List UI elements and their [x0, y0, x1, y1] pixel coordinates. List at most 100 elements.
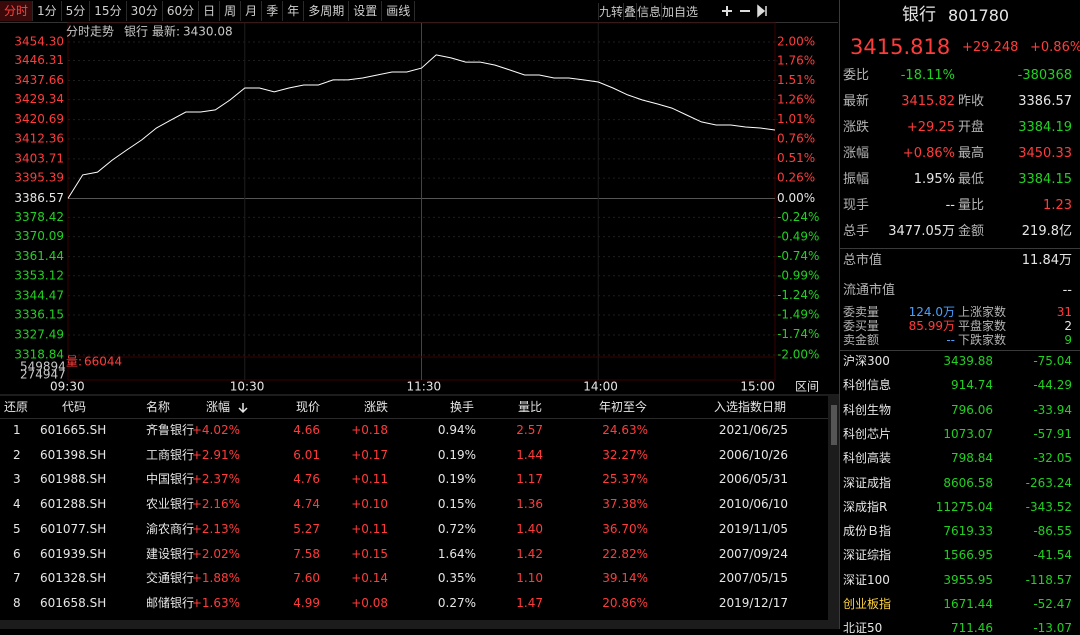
column-header[interactable]: 量比: [518, 400, 543, 414]
column-header[interactable]: 年初至今: [599, 400, 648, 414]
column-header[interactable]: 换手: [450, 400, 475, 414]
index-change: -343.52: [1025, 499, 1072, 514]
index-name[interactable]: 科创信息: [843, 378, 892, 393]
tool-button[interactable]: 叠: [623, 2, 637, 20]
column-header[interactable]: 现价: [296, 400, 321, 414]
period-button[interactable]: 设置: [349, 1, 383, 21]
y-tick-label: 3386.57: [14, 191, 64, 205]
table-cell: 3: [13, 472, 21, 487]
table-cell: +2.91%: [191, 447, 240, 462]
tool-button[interactable]: 加自选: [661, 2, 699, 20]
table-cell: 齐鲁银行: [146, 423, 195, 437]
period-button[interactable]: 周: [220, 1, 242, 21]
index-name[interactable]: 北证50: [843, 621, 883, 635]
table-cell: +0.11: [351, 521, 388, 536]
period-button[interactable]: 分时: [0, 1, 34, 21]
period-button[interactable]: 1分: [33, 1, 62, 21]
quote-label: 振幅: [843, 172, 870, 187]
index-name[interactable]: 成份Ｂ指: [843, 524, 892, 539]
table-cell: +0.11: [351, 472, 388, 487]
table-cell: 交通银行: [146, 571, 195, 586]
quote-label: 流通市值: [843, 283, 896, 298]
y2-tick-label: 0.26%: [777, 171, 815, 185]
quote-value: +0.86%: [902, 146, 955, 161]
table-cell: 4.66: [293, 423, 320, 437]
table-cell: 2019/12/17: [718, 595, 788, 610]
index-name[interactable]: 沪深300: [843, 354, 890, 368]
tool-button[interactable]: 九转: [598, 2, 624, 20]
index-name[interactable]: 深成指R: [843, 499, 888, 514]
add-icon[interactable]: [722, 6, 732, 16]
table-cell: +4.02%: [191, 423, 240, 437]
column-header[interactable]: 入选指数日期: [714, 400, 787, 414]
period-button[interactable]: 日: [199, 1, 221, 21]
table-cell: 0.19%: [437, 472, 476, 487]
stock-change: +29.248: [962, 40, 1019, 55]
order-label: 卖金额: [843, 333, 880, 347]
y-tick-label: 3403.71: [14, 151, 64, 165]
y-tick-label: 3378.42: [14, 210, 64, 224]
index-name[interactable]: 深证成指: [843, 475, 892, 490]
index-name[interactable]: 深证综指: [843, 548, 892, 563]
period-button[interactable]: 15分: [90, 1, 127, 21]
period-button[interactable]: 季: [262, 1, 284, 21]
quote-value: 3415.82: [901, 94, 955, 109]
volume-value: 66044: [84, 355, 122, 369]
column-header[interactable]: 名称: [146, 400, 171, 414]
y2-tick-label: -0.99%: [777, 268, 819, 282]
index-change: -57.91: [1033, 426, 1072, 441]
period-button[interactable]: 多周期: [304, 1, 350, 21]
table-cell: 39.14%: [602, 571, 648, 586]
end-icon[interactable]: [757, 4, 767, 18]
column-header[interactable]: 涨幅: [206, 400, 231, 414]
period-button[interactable]: 年: [283, 1, 305, 21]
quote-label: 量比: [958, 198, 985, 213]
table-cell: 农业银行: [146, 497, 195, 512]
y-tick-label: 3446.31: [14, 53, 64, 67]
quote-label: 总市值: [843, 253, 883, 268]
quote-label: 最低: [958, 172, 985, 187]
index-name[interactable]: 创业板指: [843, 597, 892, 611]
index-name[interactable]: 科创高装: [843, 451, 892, 466]
table-cell: 7.60: [293, 571, 320, 586]
table-cell: 2019/11/05: [718, 521, 788, 536]
table-cell: 601328.SH: [40, 571, 107, 586]
period-button[interactable]: 5分: [62, 1, 91, 21]
period-button[interactable]: 60分: [163, 1, 200, 21]
table-cell: 7.58: [293, 546, 320, 561]
column-header[interactable]: 代码: [62, 400, 87, 414]
index-name[interactable]: 科创芯片: [843, 426, 892, 441]
table-cell: 0.15%: [437, 497, 476, 512]
stock-change-pct: +0.86%: [1030, 40, 1080, 55]
table-cell: 601939.SH: [40, 546, 107, 561]
stock-code: 801780: [948, 6, 1010, 25]
period-button[interactable]: 30分: [127, 1, 163, 21]
index-name[interactable]: 科创生物: [843, 402, 892, 417]
quote-value: --: [945, 198, 955, 213]
latest-label: 最新:: [152, 24, 180, 39]
table-cell: 2006/05/31: [718, 472, 788, 487]
table-cell: 24.63%: [602, 423, 648, 437]
quote-label: 最新: [843, 94, 870, 109]
index-name[interactable]: 深证100: [843, 572, 890, 587]
scrollbar[interactable]: [828, 396, 839, 629]
x-tick-label: 10:30: [230, 380, 265, 394]
restore-button[interactable]: 还原: [4, 400, 29, 414]
tool-icons[interactable]: [718, 3, 778, 19]
index-change: -44.29: [1033, 378, 1072, 393]
tool-button[interactable]: 信息: [636, 2, 662, 20]
table-cell: 1.36: [516, 497, 543, 512]
table-cell: 邮储银行: [146, 595, 195, 610]
order-label: 委买量: [843, 319, 880, 333]
period-button[interactable]: 画线: [382, 1, 416, 21]
y2-tick-label: -0.49%: [777, 229, 819, 243]
table-cell: 4.99: [293, 595, 320, 610]
period-button[interactable]: 月: [241, 1, 263, 21]
y2-tick-label: 1.26%: [777, 92, 815, 106]
scroll-thumb[interactable]: [831, 405, 837, 445]
sort-arrow: [238, 403, 248, 414]
h-scrollbar[interactable]: [0, 620, 828, 629]
column-header[interactable]: 涨跌: [364, 400, 389, 414]
quote-label: 委比: [843, 68, 870, 83]
index-change: -86.55: [1033, 524, 1072, 539]
